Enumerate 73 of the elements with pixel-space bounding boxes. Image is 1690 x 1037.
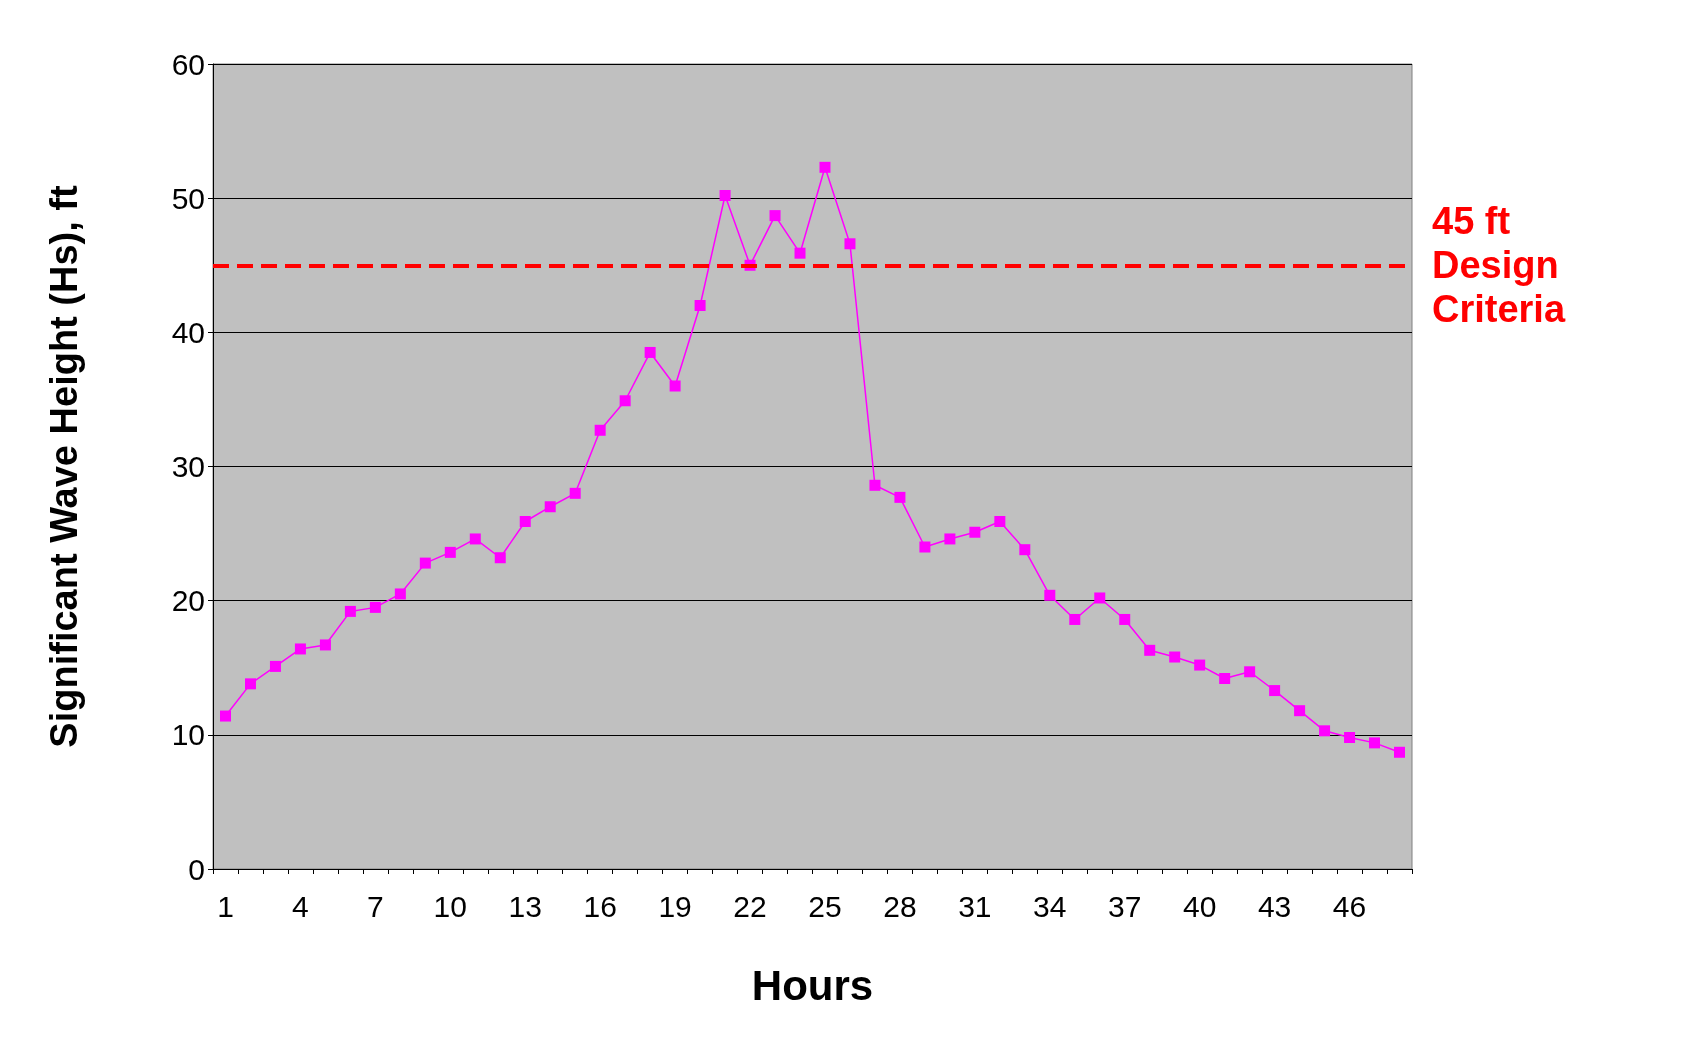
- point: [719, 189, 731, 201]
- point: [1119, 613, 1131, 625]
- x-tick-label: 37: [1108, 889, 1142, 923]
- x-tick-label: 4: [292, 889, 309, 923]
- point: [669, 380, 681, 392]
- point: [244, 678, 256, 690]
- x-axis-title: Hours: [751, 961, 874, 1009]
- point: [1294, 705, 1306, 717]
- point: [894, 491, 906, 503]
- point: [1369, 737, 1381, 749]
- point: [694, 300, 706, 311]
- point: [594, 424, 606, 436]
- y-axis-title: Significant Wave Height (Hs), ft: [43, 185, 85, 748]
- y-tick-label: 30: [171, 450, 205, 483]
- point: [919, 541, 931, 553]
- point: [1169, 651, 1181, 663]
- point: [1244, 666, 1256, 678]
- point: [969, 526, 981, 538]
- point: [1344, 732, 1356, 744]
- x-tick-label: 34: [1033, 889, 1067, 923]
- point: [1319, 725, 1331, 737]
- y-tick-label: 0: [188, 852, 205, 886]
- point: [769, 210, 781, 222]
- x-tick-label: 22: [733, 889, 767, 923]
- y-tick-label: 20: [171, 584, 205, 618]
- x-tick-label: 31: [958, 889, 992, 923]
- point: [344, 605, 356, 617]
- point: [319, 639, 331, 651]
- point: [369, 601, 381, 613]
- y-tick-label: 10: [171, 718, 205, 752]
- point: [269, 660, 281, 672]
- point: [569, 487, 581, 499]
- y-tick-label: 60: [171, 47, 205, 81]
- point: [644, 346, 656, 358]
- point: [1219, 672, 1231, 684]
- x-tick-label: 25: [808, 889, 842, 923]
- y-tick-label: 40: [171, 315, 205, 349]
- x-tick-label: 7: [367, 889, 384, 923]
- x-tick-label: 10: [433, 889, 467, 923]
- point: [294, 643, 306, 655]
- point: [794, 247, 806, 259]
- x-tick-label: 19: [658, 889, 692, 923]
- point: [1144, 644, 1156, 656]
- x-tick-label: 46: [1332, 889, 1367, 923]
- point: [619, 395, 631, 407]
- point: [844, 238, 856, 250]
- point: [469, 533, 481, 545]
- point: [869, 479, 881, 491]
- point: [944, 533, 956, 545]
- y-tick-label: 50: [171, 181, 205, 215]
- ref-line-label: 45 ft Design Criteria: [1432, 200, 1570, 331]
- point: [1094, 592, 1106, 604]
- point: [1194, 659, 1206, 671]
- point: [519, 516, 531, 528]
- point: [394, 588, 406, 600]
- point: [1269, 685, 1281, 697]
- point: [1394, 746, 1406, 758]
- point: [494, 552, 506, 564]
- x-tick-label: 40: [1182, 889, 1217, 923]
- point: [419, 557, 431, 569]
- point: [219, 710, 231, 722]
- point: [544, 501, 556, 513]
- x-tick-label: 13: [508, 889, 542, 923]
- point: [819, 161, 831, 173]
- x-tick-label: 16: [583, 889, 617, 923]
- point: [1044, 589, 1056, 601]
- x-tick-label: 43: [1257, 889, 1292, 923]
- point: [994, 516, 1006, 528]
- x-tick-label: 28: [883, 889, 917, 923]
- point: [1019, 544, 1031, 556]
- point: [1069, 613, 1081, 625]
- x-tick-label: 1: [217, 889, 234, 923]
- point: [444, 546, 456, 558]
